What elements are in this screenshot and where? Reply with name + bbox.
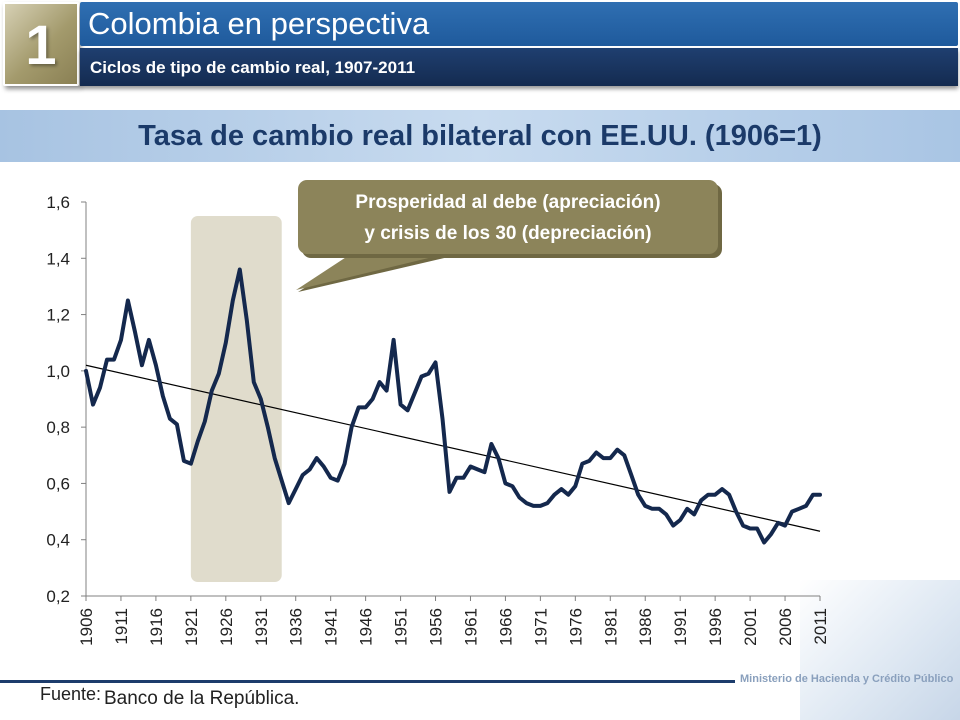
x-tick-label: 1946 — [357, 608, 376, 646]
x-tick-label: 1936 — [287, 608, 306, 646]
x-tick-label: 1966 — [496, 608, 515, 646]
page-subtitle: Ciclos de tipo de cambio real, 1907-2011 — [90, 58, 416, 77]
chart-title-band: Tasa de cambio real bilateral con EE.UU.… — [0, 110, 960, 162]
x-tick-label: 1981 — [601, 608, 620, 646]
y-tick-label: 0,6 — [46, 474, 70, 493]
footer-source: Banco de la República. — [104, 688, 300, 709]
ministry-logo-text: Ministerio de Hacienda y Crédito Público — [740, 673, 954, 685]
x-tick-label: 1911 — [112, 608, 131, 645]
y-tick-label: 0,4 — [46, 531, 70, 550]
callout-text-line2: y crisis de los 30 (depreciación) — [364, 223, 651, 244]
footer-source-label: Fuente: — [40, 684, 102, 704]
corner-decoration — [800, 580, 960, 720]
footer-divider — [0, 680, 735, 683]
x-tick-label: 1931 — [252, 608, 271, 646]
x-tick-label: 2006 — [776, 608, 795, 646]
x-tick-label: 2001 — [741, 608, 760, 646]
x-tick-label: 1976 — [566, 608, 585, 646]
callout-box — [298, 180, 718, 254]
y-tick-label: 1,2 — [46, 306, 70, 325]
callout-pointer — [296, 248, 470, 290]
x-tick-label: 1971 — [531, 608, 550, 646]
x-tick-label: 1921 — [182, 608, 201, 646]
x-tick-label: 2011 — [811, 608, 830, 645]
x-tick-label: 1906 — [77, 608, 96, 646]
y-tick-label: 1,6 — [46, 193, 70, 212]
x-tick-label: 1941 — [322, 608, 341, 646]
x-tick-label: 1991 — [671, 608, 690, 646]
callout-pointer-shadow — [298, 252, 470, 292]
section-number: 1 — [25, 12, 57, 76]
x-tick-label: 1951 — [392, 608, 411, 646]
y-tick-label: 0,2 — [46, 587, 70, 606]
y-tick-label: 0,8 — [46, 418, 70, 437]
x-tick-label: 1956 — [427, 608, 446, 646]
x-tick-label: 1996 — [706, 608, 725, 646]
page-title: Colombia en perspectiva — [88, 6, 430, 41]
subtitle-bar: Ciclos de tipo de cambio real, 1907-2011 — [80, 48, 958, 86]
x-tick-label: 1961 — [461, 608, 480, 646]
y-tick-label: 1,4 — [46, 249, 70, 268]
x-tick-label: 1926 — [217, 608, 236, 646]
y-tick-label: 1,0 — [46, 362, 70, 381]
x-tick-label: 1986 — [636, 608, 655, 646]
callout-text-line1: Prosperidad al debe (apreciación) — [355, 192, 660, 213]
title-bar: Colombia en perspectiva — [80, 2, 958, 46]
x-tick-label: 1916 — [147, 608, 166, 646]
section-number-badge: 1 — [3, 2, 79, 86]
series-line-0 — [84, 267, 822, 545]
chart-title: Tasa de cambio real bilateral con EE.UU.… — [138, 120, 822, 152]
line-chart: 0,2 0,4 0,6 0,8 1,0 1,2 1,4 1,6 1906 1911 1916 1921… — [46, 180, 830, 646]
